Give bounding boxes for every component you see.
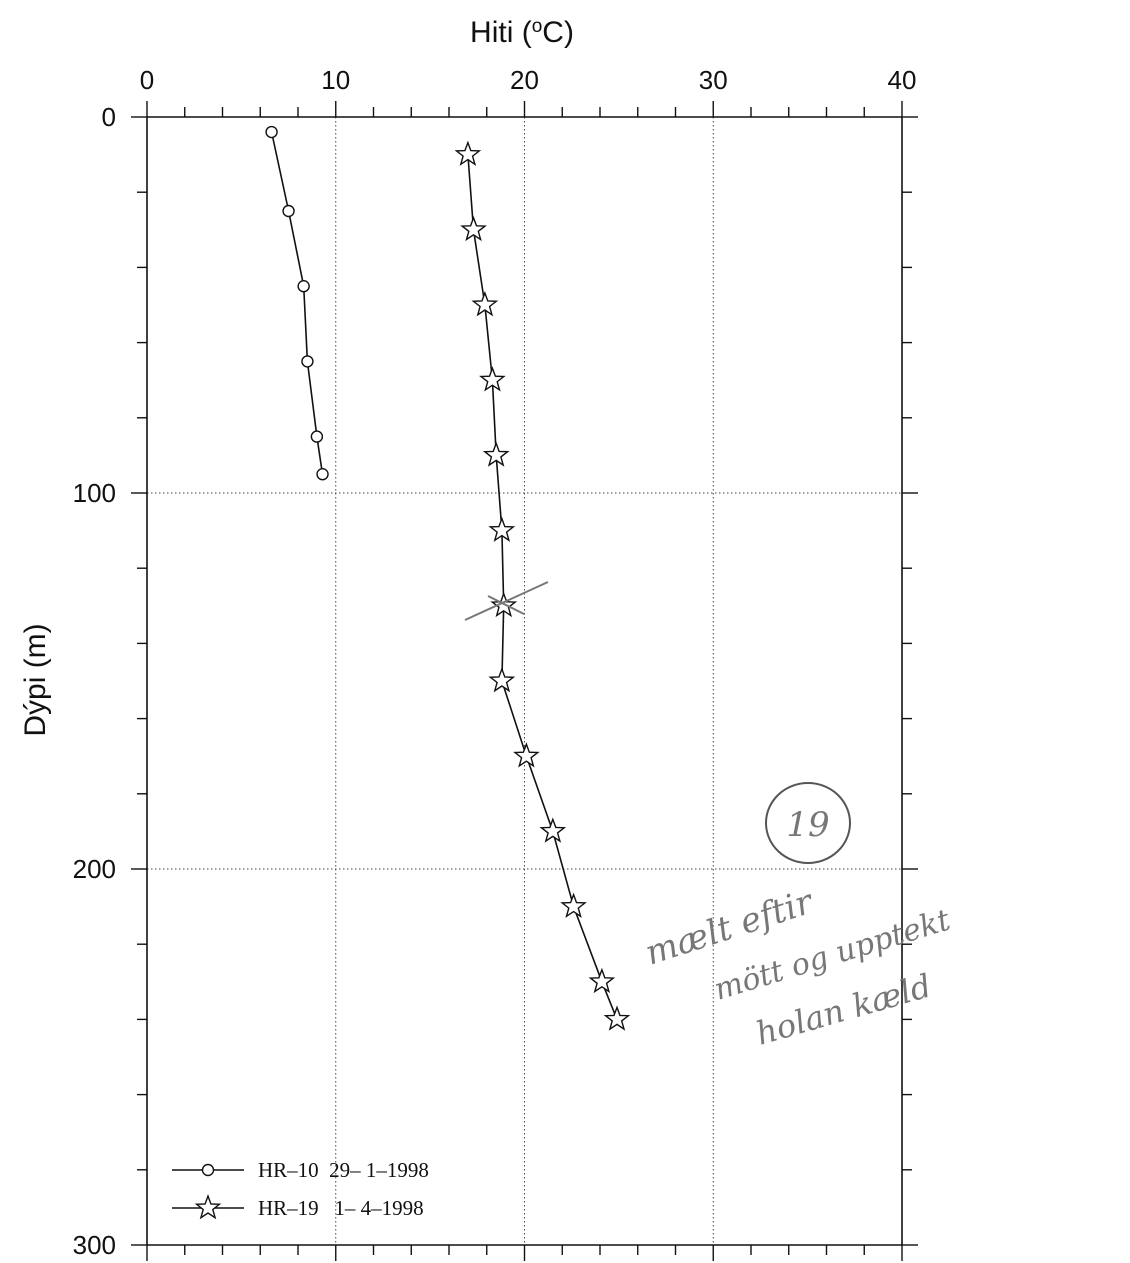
data-point [588, 967, 616, 994]
x-axis-title: Hiti (oC) [470, 16, 574, 49]
handwritten-annotation: 19 mælt eftir mött og upptekt holan kæld [464, 581, 955, 1053]
legend-marker-hr19 [194, 1193, 222, 1220]
x-axis-title-sup: o [532, 16, 543, 37]
data-point [316, 468, 329, 481]
data-point [297, 280, 310, 293]
legend-label-hr10: HR–10 29– 1–1998 [258, 1158, 429, 1182]
series [265, 125, 631, 1031]
data-point [471, 290, 499, 317]
annotation-circle [765, 782, 851, 864]
data-point [603, 1005, 631, 1031]
data-point [560, 892, 587, 918]
x-tick-label: 40 [888, 65, 917, 95]
legend-label-hr19: HR–19 1– 4–1998 [258, 1196, 424, 1220]
x-tick-label: 10 [321, 65, 350, 95]
annotation-circle-label: 19 [786, 805, 829, 845]
legend: HR–10 29– 1–1998 HR–19 1– 4–1998 [172, 1158, 429, 1220]
x-axis-title-prefix: Hiti ( [470, 16, 532, 49]
data-point [482, 441, 510, 467]
y-tick-label: 0 [102, 102, 116, 132]
series-line [467, 154, 618, 1020]
data-point [310, 430, 324, 443]
series-0 [265, 125, 329, 481]
data-point [539, 817, 567, 843]
data-point [282, 204, 295, 218]
scribble-mark [464, 581, 549, 621]
y-tick-label: 100 [73, 478, 116, 508]
data-point [265, 125, 278, 139]
data-point [513, 742, 540, 768]
data-point [488, 516, 516, 542]
x-tick-label: 0 [140, 65, 154, 95]
ticks: 0 10 20 30 40 0 100 200 300 [73, 65, 918, 1261]
x-tick-label: 20 [510, 65, 539, 95]
series-line [270, 131, 324, 475]
x-tick-label: 30 [699, 65, 728, 95]
grid [147, 117, 902, 1245]
data-point [488, 666, 516, 693]
data-point [454, 140, 482, 166]
y-tick-label: 200 [73, 854, 116, 884]
scribble-mark [487, 595, 525, 615]
data-point [301, 355, 314, 368]
data-point [460, 215, 487, 242]
legend-marker-hr10 [201, 1163, 215, 1177]
x-axis-title-suffix: C) [542, 16, 574, 49]
data-point [479, 366, 506, 392]
y-tick-label: 300 [73, 1230, 116, 1260]
series-1 [454, 140, 631, 1031]
y-axis-title: Dýpi (m) [19, 623, 52, 736]
